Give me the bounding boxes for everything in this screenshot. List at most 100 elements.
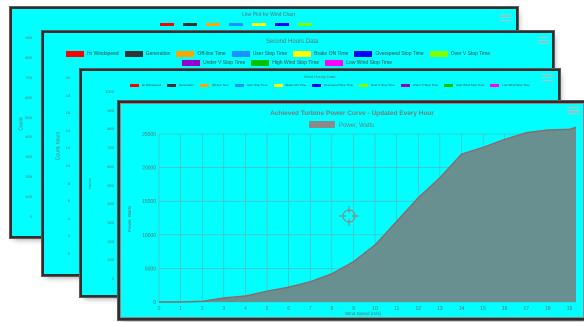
y-tick-label: 500 [25,114,32,120]
power-curve-chart: Achieved Turbine Power Curve - Updated E… [127,107,579,316]
menu-icon[interactable] [538,37,549,44]
legend-swatch [490,83,500,87]
legend-item[interactable]: Brake ON Time [293,51,348,57]
legend-swatch [252,23,266,26]
legend-item[interactable]: User Stop Time [231,51,287,57]
legend-item[interactable]: Over V Stop Time [429,51,490,57]
legend-item[interactable] [183,23,200,26]
legend-item[interactable]: Brake ON Time [273,83,307,87]
y-tick-label: 15000 [142,199,156,205]
chart-title: Line Plot for Wind Chart [242,12,296,18]
y-tick-label: 14 [65,127,70,133]
power-area [159,127,576,302]
y-tick-label: 18 [65,92,70,98]
legend-label: High Wind Stop Time [456,83,485,87]
legend-item[interactable] [229,23,246,26]
x-tick-label: 13 [437,306,443,312]
y-tick-label: 0 [153,300,156,306]
legend-item[interactable]: High Wind Stop Time [251,60,319,66]
legend-swatch [359,83,369,87]
legend-item[interactable]: Over V Stop Time [359,83,395,87]
legend-label: Under V Stop Time [203,60,246,66]
legend-swatch [130,83,139,87]
legend-item[interactable] [252,23,269,26]
legend-item[interactable]: User Stop Time [234,83,268,87]
legend-swatch [66,51,84,57]
x-tick-label: 18 [545,306,551,312]
x-tick-label: 12 [415,306,421,312]
y-tick-label: 12 [65,145,70,151]
legend-item[interactable]: Hr Windspeed [66,51,119,57]
legend-item[interactable]: Hr Windspeed [130,83,161,87]
legend-label: Overspeed Stop Time [324,83,354,87]
chart-title: Second Hours Data [266,39,319,45]
legend-label: Overspeed Stop Time [375,51,424,57]
legend-label: Under V Stop Time [412,83,439,87]
x-axis: 0 1 2 3 4 5 6 7 8 9 10 11 12 13 14 15 16 17 18 19 [158,306,573,312]
y-tick-label: 900 [25,35,32,40]
legend-item[interactable]: Generation [124,51,170,57]
legend-label: Brake ON Time [285,83,307,87]
y-tick-label: 6 [67,198,70,204]
x-tick-label: 6 [287,306,290,312]
legend[interactable]: Power, Watts [309,121,374,129]
legend-item[interactable]: Under V Stop Time [182,60,245,66]
y-tick-label: 2 [67,233,70,239]
menu-icon[interactable] [500,14,511,21]
x-tick-label: 17 [524,306,530,312]
legend-swatch [275,23,289,26]
legend-item[interactable] [275,23,292,26]
legend-item[interactable]: Off-line Time [176,51,226,57]
legend-swatch [298,23,312,26]
legend-label: Off-line Time [197,51,226,57]
legend-row-2: Under V Stop Time High Wind Stop Time Low … [182,60,398,66]
legend-label: Generation [179,83,194,87]
legend-item[interactable] [206,23,223,26]
y-tick-label: 600 [107,163,114,169]
y-axis-label: Count, hours [55,131,62,161]
legend-item[interactable]: Off-line Time [199,83,229,87]
y-tick-label: 0 [29,214,32,219]
legend: Hr Windspeed Generation Off-line Time User … [130,83,536,87]
x-axis-label: Wind Speed (m/s) [345,311,382,316]
legend-item[interactable]: High Wind Stop Time [444,83,484,87]
y-tick-label: 1000 [105,89,114,94]
x-tick-label: 3 [222,306,225,312]
x-tick-label: 19 [567,306,573,312]
power-series-line [159,126,577,303]
chart-title: Wind Hourly Data [304,74,336,79]
legend-swatch [293,51,312,57]
legend-swatch [400,83,410,87]
y-tick-label: 5000 [145,266,156,272]
legend-swatch [309,121,335,128]
legend-item[interactable]: Generation [167,83,194,87]
legend-item[interactable]: Low Wind Stop Time [325,60,392,66]
y-tick-label: 500 [107,182,114,188]
legend-item[interactable]: Under V Stop Time [400,83,439,87]
x-tick-label: 0 [158,306,161,312]
y-tick-label: 900 [107,107,114,113]
legend-item[interactable]: Overspeed Stop Time [312,83,353,87]
legend-item[interactable]: Low Wind Stop Time [490,83,530,87]
legend-item[interactable] [160,23,177,26]
legend-label: Hr Windspeed [142,83,162,87]
menu-icon[interactable] [542,74,553,81]
y-tick-label: 0 [67,251,70,256]
x-tick-label: 4 [244,306,247,312]
x-tick-label: 5 [266,306,269,312]
x-tick-label: 16 [502,306,508,312]
legend-item[interactable] [298,23,315,26]
y-tick-label: 300 [107,219,114,225]
hamburger-icon[interactable] [567,107,579,115]
legend-swatch [176,51,195,57]
legend-swatch [429,51,448,57]
legend [160,23,321,26]
crosshair-icon[interactable] [339,206,359,226]
y-tick-label: 20000 [142,166,156,172]
legend-item[interactable]: Overspeed Stop Time [354,51,424,57]
y-tick-label: 4 [67,215,70,221]
x-tick-label: 14 [459,306,465,312]
legend-label: Brake ON Time [314,51,349,57]
power-curve-window: Achieved Turbine Power Curve - Updated E… [120,103,584,318]
legend-swatch [234,83,244,87]
